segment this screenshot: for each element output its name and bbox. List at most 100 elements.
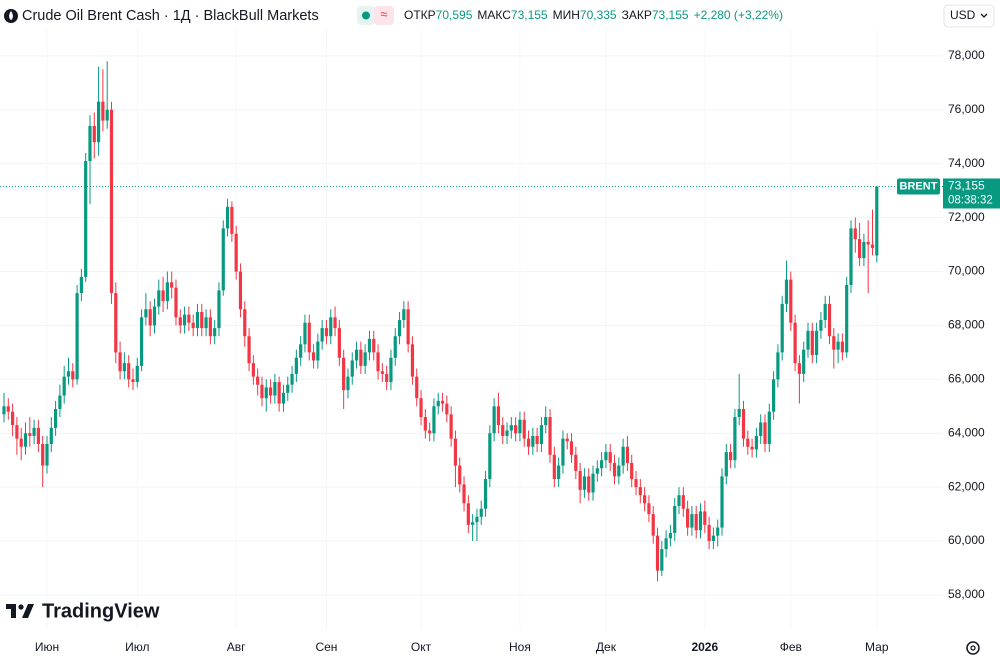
candle-body [475,516,479,523]
x-tick-label: Дек [596,640,617,654]
candle-body [109,109,114,294]
candle-body [376,352,380,372]
candle-body [268,387,273,396]
candle-body [776,352,780,380]
x-tick-label: Авг [227,640,246,654]
candle-body [501,425,505,436]
candle-body [647,503,651,515]
candle-body [225,206,230,229]
candle-body [518,419,522,434]
candle-body [522,419,526,439]
candle-body [385,373,389,383]
candle-body [690,514,694,528]
candle-body [681,495,685,509]
candle-body [71,371,75,380]
candle-body [324,328,329,337]
candle-body [372,338,376,353]
candle-body [191,322,195,329]
candle-body [28,433,32,436]
candle-body [746,438,750,447]
candle-body [221,228,225,291]
candle-body [724,452,728,477]
candle-body [393,336,397,358]
candle-body [565,438,569,442]
candle-body [127,363,131,380]
candle-body [853,228,857,240]
currency[interactable]: USD [950,8,976,22]
candle-body [793,322,797,364]
candle-body [389,357,393,383]
candle-body [509,425,513,431]
logo-mark [22,604,34,618]
ohlc-label: МИН [553,8,580,22]
candle-body [483,479,488,509]
settings-icon-center [970,645,976,651]
last-price-name: BRENT [900,180,938,192]
candle-body [561,438,565,466]
candle-body [114,293,118,353]
candle-body [531,435,535,447]
candle-body [419,398,423,418]
candle-body [535,435,539,445]
candle-body [643,495,647,504]
candle-body [96,101,101,143]
candle-body [772,379,776,412]
candle-body [6,406,10,412]
candle-body [410,344,415,377]
candle-body [15,425,19,439]
logo[interactable]: TradingView [6,600,160,622]
candle-body [165,282,169,302]
candle-body [45,444,49,466]
candle-body [780,303,784,353]
candle-body [857,239,862,259]
candle-body [600,460,604,469]
candle-body [492,406,496,434]
candle-body [290,373,294,385]
candle-body [819,320,823,331]
candle-body [836,341,840,350]
candle-body [234,233,238,272]
candle-body [875,186,879,256]
candle-body [445,403,449,415]
candle-body [458,465,462,485]
candle-body [651,514,655,536]
candle-body [754,435,759,450]
candle-body [161,290,165,302]
candle-body [655,535,660,571]
candle-body [587,476,591,493]
candle-body [204,317,208,329]
x-tick-label: 2026 [691,640,718,654]
candle-body [2,406,6,415]
logo-text: TradingView [42,600,160,622]
delay-badge[interactable] [374,6,394,25]
candle-body [329,317,333,337]
x-tick-label: Мар [865,640,889,654]
y-tick-label: 66,000 [948,371,985,385]
last-price-timer: 08:38:32 [948,195,993,207]
candle-body [277,382,281,404]
currency-caret [980,13,988,18]
candle-body [741,408,746,439]
candle-body [449,414,453,439]
chart-title[interactable]: Crude Oil Brent Cash · 1Д · BlackBull Ma… [22,8,319,24]
candle-body [286,384,290,393]
candle-body [19,438,23,447]
candle-body [406,309,410,345]
candle-body [131,379,135,383]
candle-body [139,317,144,366]
candle-body [686,508,690,528]
settings-icon[interactable] [966,641,980,655]
candle-body [664,538,668,550]
candle-body [260,384,264,399]
candle-body [557,465,561,480]
candle-body [582,476,587,490]
candle-body [380,371,384,374]
candle-body [703,511,707,525]
candle-body [634,479,638,488]
candle-body [66,371,71,377]
candle-body [591,473,595,493]
currency-button[interactable] [943,4,995,28]
candle-body [784,279,789,304]
candle-body [763,422,767,445]
candle-body [58,395,62,409]
